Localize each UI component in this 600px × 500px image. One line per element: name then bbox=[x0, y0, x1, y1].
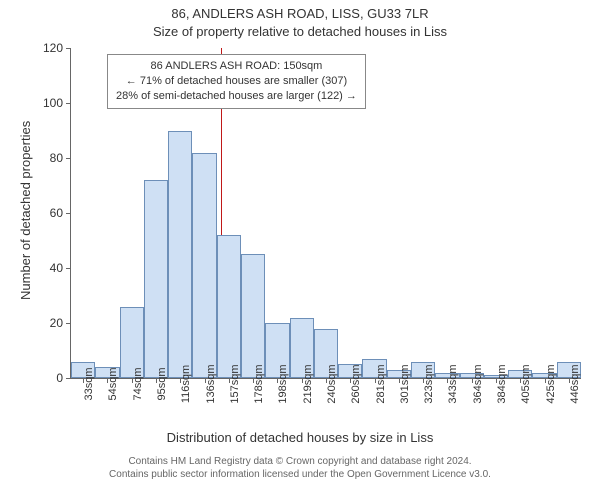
info-box: 86 ANDLERS ASH ROAD: 150sqm ← 71% of det… bbox=[107, 54, 366, 109]
y-axis-label: Number of detached properties bbox=[18, 121, 33, 300]
xtick-label: 260sqm bbox=[350, 364, 362, 403]
xtick-label: 425sqm bbox=[545, 364, 557, 403]
ytick-mark bbox=[66, 103, 71, 104]
ytick-label: 0 bbox=[56, 371, 63, 385]
xtick-label: 198sqm bbox=[277, 364, 289, 403]
ytick-label: 120 bbox=[43, 41, 63, 55]
xtick-label: 74sqm bbox=[132, 367, 144, 400]
ytick-label: 20 bbox=[50, 316, 63, 330]
ytick-label: 60 bbox=[50, 206, 63, 220]
attribution-line1: Contains HM Land Registry data © Crown c… bbox=[0, 456, 600, 469]
attribution-line2: Contains public sector information licen… bbox=[0, 469, 600, 482]
ytick-mark bbox=[66, 323, 71, 324]
bar bbox=[168, 131, 192, 379]
xtick-label: 384sqm bbox=[496, 364, 508, 403]
plot-area: 86 ANDLERS ASH ROAD: 150sqm ← 71% of det… bbox=[70, 48, 581, 379]
xtick-label: 446sqm bbox=[569, 364, 581, 403]
info-box-line1: 86 ANDLERS ASH ROAD: 150sqm bbox=[116, 59, 357, 74]
xtick-label: 364sqm bbox=[472, 364, 484, 403]
xtick-label: 219sqm bbox=[302, 364, 314, 403]
xtick-label: 95sqm bbox=[156, 367, 168, 400]
bar bbox=[217, 235, 241, 378]
xtick-label: 136sqm bbox=[205, 364, 217, 403]
bar bbox=[144, 180, 168, 378]
xtick-label: 54sqm bbox=[107, 367, 119, 400]
ytick-mark bbox=[66, 213, 71, 214]
xtick-label: 343sqm bbox=[447, 364, 459, 403]
info-box-line2: ← 71% of detached houses are smaller (30… bbox=[116, 74, 357, 89]
ytick-label: 100 bbox=[43, 96, 63, 110]
info-box-line3: 28% of semi-detached houses are larger (… bbox=[116, 89, 357, 104]
ytick-mark bbox=[66, 48, 71, 49]
xtick-label: 33sqm bbox=[83, 367, 95, 400]
bar bbox=[192, 153, 216, 379]
x-axis-label: Distribution of detached houses by size … bbox=[0, 430, 600, 445]
ytick-mark bbox=[66, 268, 71, 269]
xtick-label: 281sqm bbox=[375, 364, 387, 403]
xtick-label: 157sqm bbox=[229, 364, 241, 403]
attribution: Contains HM Land Registry data © Crown c… bbox=[0, 456, 600, 481]
chart-container: 86, ANDLERS ASH ROAD, LISS, GU33 7LR Siz… bbox=[0, 0, 600, 500]
ytick-mark bbox=[66, 378, 71, 379]
xtick-label: 178sqm bbox=[253, 364, 265, 403]
chart-subtitle: Size of property relative to detached ho… bbox=[0, 24, 600, 39]
chart-title: 86, ANDLERS ASH ROAD, LISS, GU33 7LR bbox=[0, 6, 600, 21]
bar bbox=[241, 254, 265, 378]
ytick-label: 40 bbox=[50, 261, 63, 275]
ytick-label: 80 bbox=[50, 151, 63, 165]
xtick-label: 240sqm bbox=[326, 364, 338, 403]
xtick-label: 405sqm bbox=[520, 364, 532, 403]
ytick-mark bbox=[66, 158, 71, 159]
xtick-label: 116sqm bbox=[180, 365, 192, 403]
xtick-label: 301sqm bbox=[399, 364, 411, 403]
xtick-label: 323sqm bbox=[423, 364, 435, 403]
